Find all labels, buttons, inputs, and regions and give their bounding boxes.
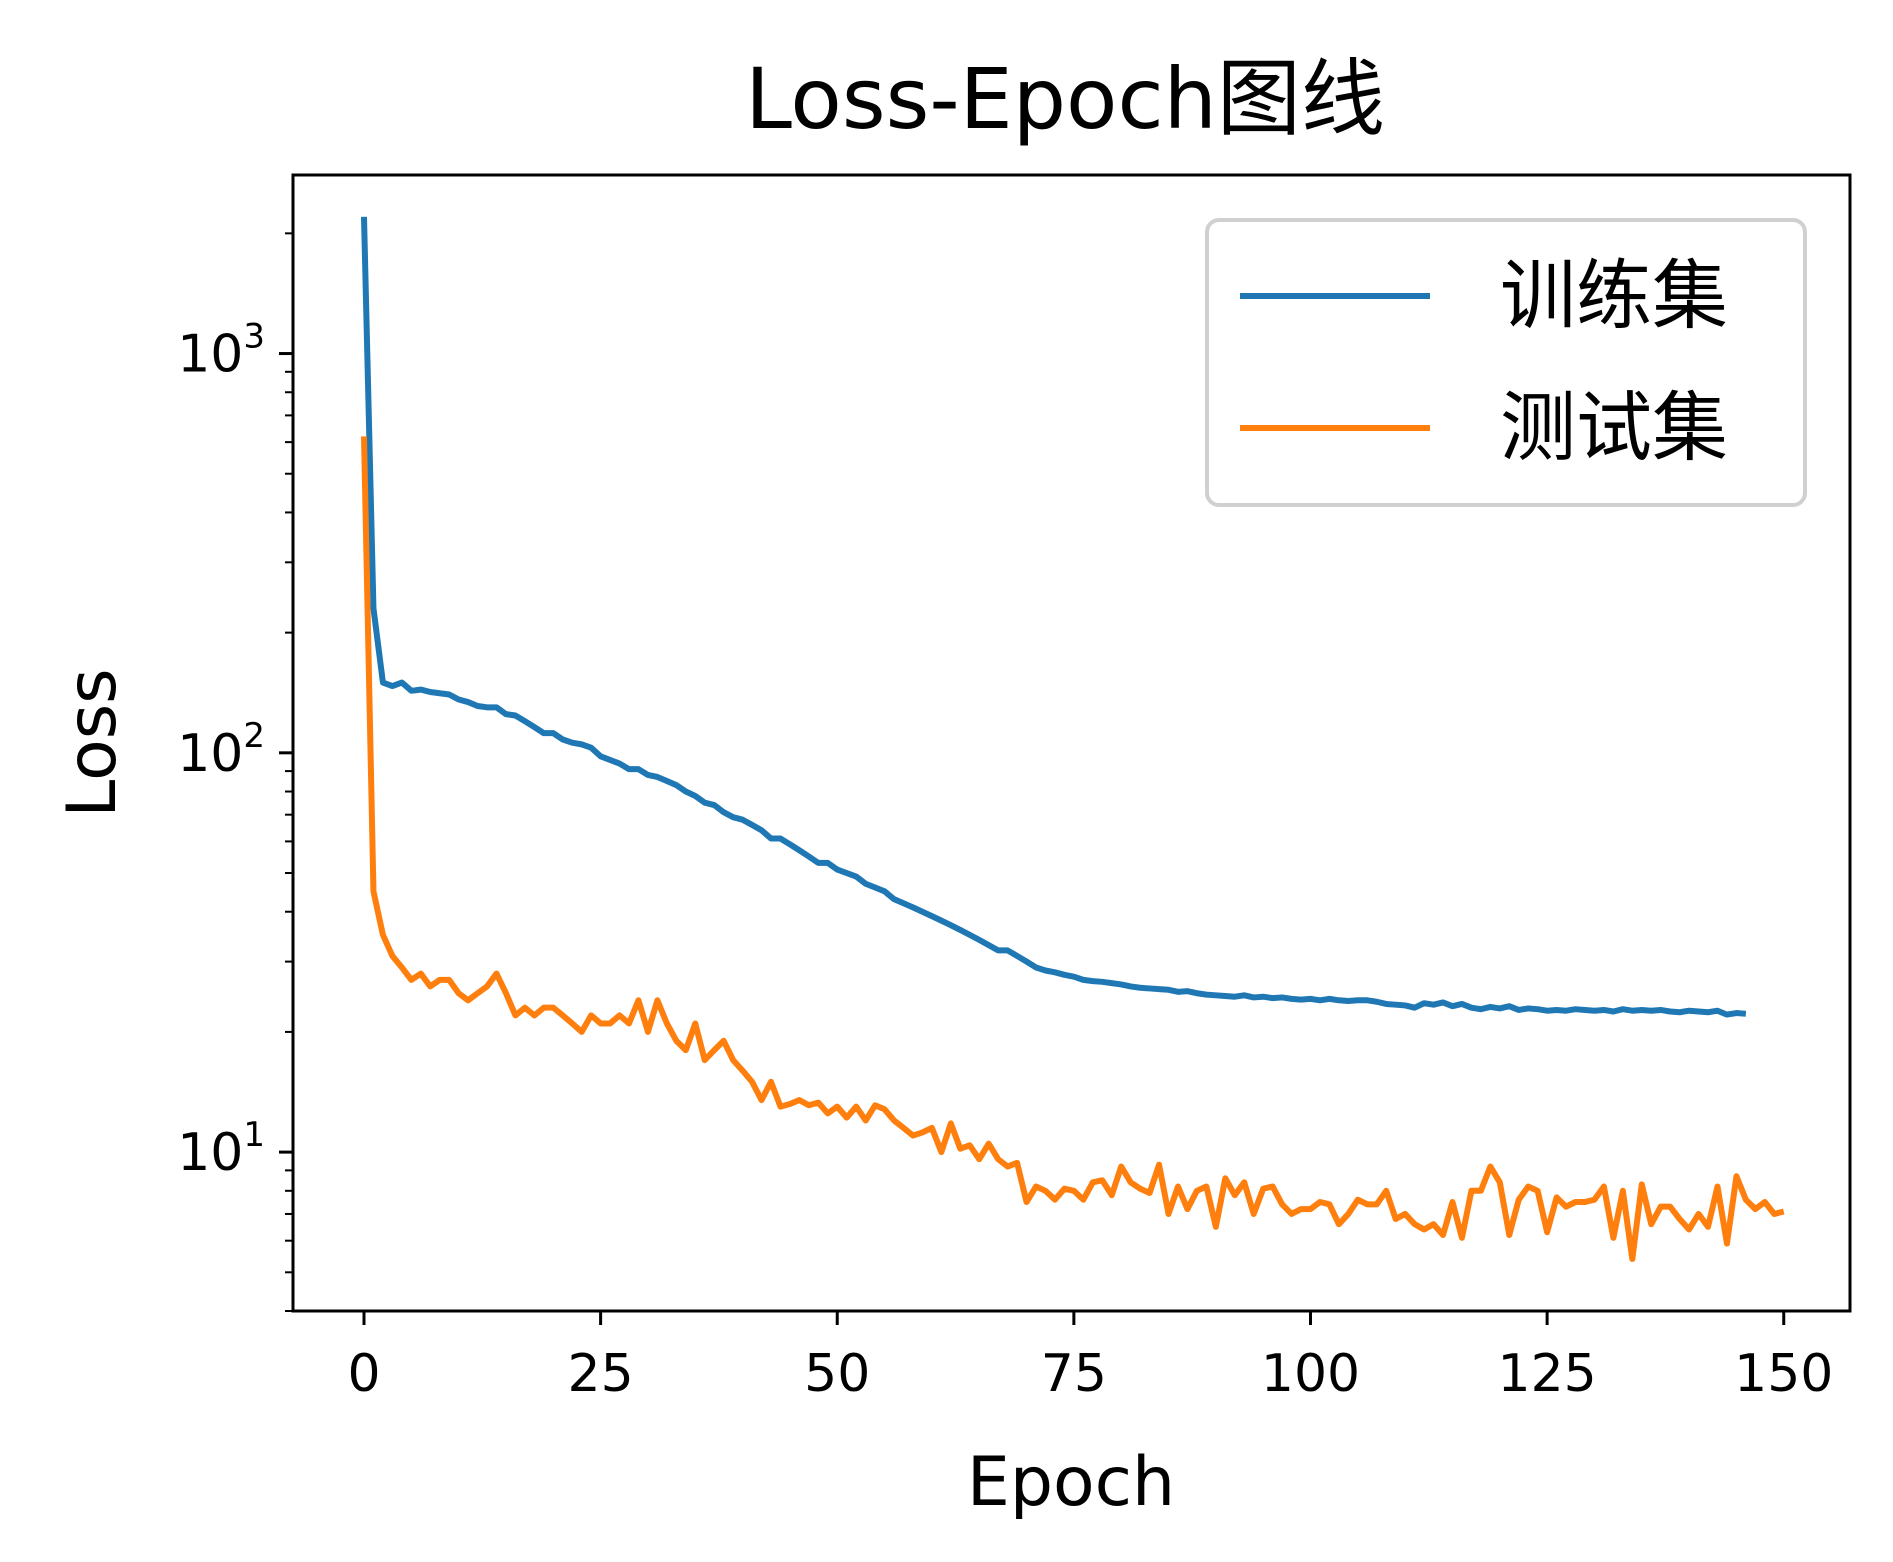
y-tick-label-0: 101 (177, 1115, 265, 1183)
y-axis-label: Loss (53, 668, 132, 817)
x-axis-ticks: 0 25 50 75 100 125 150 (347, 1311, 1833, 1404)
legend-label-1: 测试集 (1500, 383, 1728, 472)
series-layer (360, 216, 1785, 1262)
y-tick-label-1: 102 (177, 716, 265, 784)
x-tick-label-6: 150 (1734, 1344, 1833, 1404)
series-line-0 (360, 216, 1747, 1018)
y-axis-ticks: 101 102 103 (177, 232, 293, 1312)
x-tick-label-3: 75 (1041, 1344, 1107, 1404)
legend-box (1205, 218, 1807, 507)
legend-label-0: 训练集 (1500, 251, 1728, 340)
y-tick-label-2: 103 (177, 317, 265, 385)
x-tick-label-2: 50 (804, 1344, 870, 1404)
x-tick-label-1: 25 (568, 1344, 634, 1404)
x-tick-label-0: 0 (347, 1344, 380, 1404)
x-tick-label-5: 125 (1497, 1344, 1596, 1404)
plot-frame (291, 173, 1852, 1313)
series-line-1 (360, 436, 1785, 1262)
x-tick-label-4: 100 (1261, 1344, 1360, 1404)
chart-title: Loss-Epoch图线 (745, 50, 1385, 148)
x-axis-label: Epoch (967, 1443, 1175, 1522)
